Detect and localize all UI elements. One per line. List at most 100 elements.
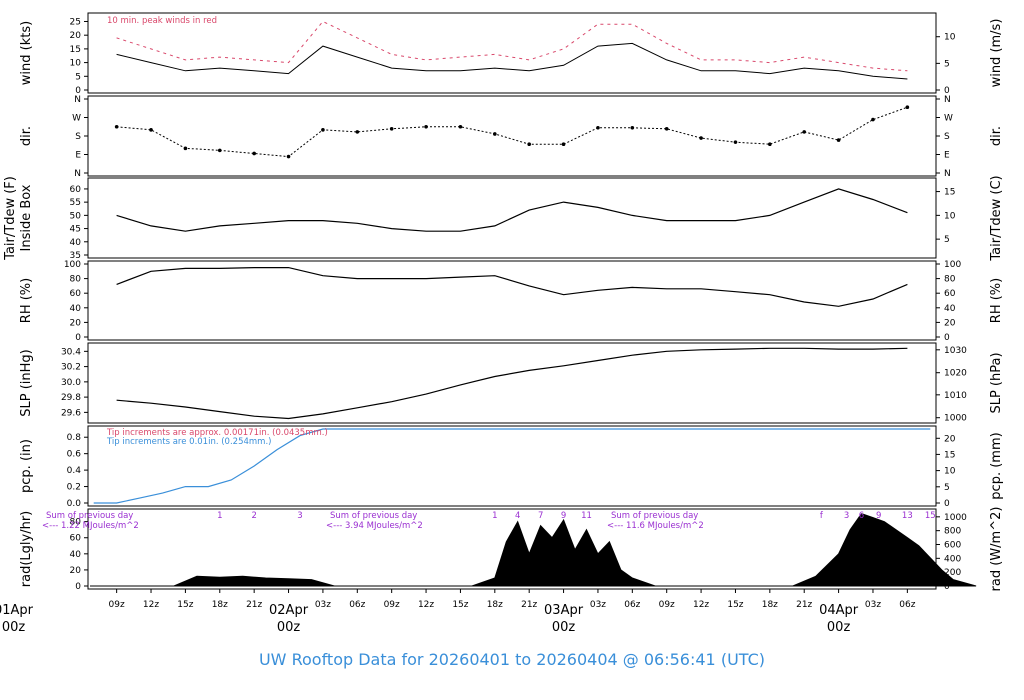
x-tick-label: 12z <box>418 600 434 610</box>
pressure-line <box>116 347 908 420</box>
panel-humidity: 0 20 40 60 80 100 0 20 40 60 80 100 RH (%) RH (%) <box>19 260 1004 343</box>
radiation-mark: 7 <box>538 511 543 521</box>
x-axis: 09z 12z 15z 18z 21z 03z 06z 09z 12z 15z 18z 21z 03z 0… <box>0 589 916 635</box>
humidity-y2tick-label: 40 <box>944 304 956 314</box>
direction-ylabel-right: dir. <box>989 126 1004 146</box>
x-tick-label: 15z <box>727 600 743 610</box>
x-tick-label: 09z <box>659 600 675 610</box>
direction-y2tick-label: N <box>944 95 951 105</box>
x-tick-label: 03z <box>590 600 606 610</box>
humidity-y2tick-label: 80 <box>944 275 956 285</box>
direction-point <box>458 124 463 129</box>
radiation-y2tick-label: 400 <box>944 554 961 564</box>
temperature-ytick-label: 40 <box>70 238 82 248</box>
x-tick-label: 09z <box>109 600 125 610</box>
x-tick-label: 18z <box>487 600 503 610</box>
radiation-mark: 15 <box>925 511 936 521</box>
temperature-ylabel-left-a: Tair/Tdew (F) <box>3 176 18 261</box>
radiation-y2tick-label: 200 <box>944 568 961 578</box>
radiation-y2tick-label: 0 <box>944 582 950 592</box>
wind-y2tick-label: 10 <box>944 33 956 43</box>
pressure-ylabel-right: SLP (hPa) <box>989 352 1004 413</box>
temperature-ytick-label: 45 <box>70 225 81 235</box>
radiation-mark: 6 <box>859 511 864 521</box>
x-day-label: 04Apr <box>819 603 859 618</box>
radiation-ylabel-right: rad (W/m^2) <box>989 507 1004 592</box>
pressure-ytick-label: 30.0 <box>61 378 81 388</box>
wind-ylabel-left: wind (kts) <box>19 21 34 85</box>
radiation-note-line1: Sum of previous day <box>330 511 417 521</box>
radiation-note-line2: <--- 3.94 MJoules/m^2 <box>326 521 423 531</box>
radiation-mark: 13 <box>902 511 913 521</box>
direction-trace <box>116 106 908 158</box>
x-tick-label: 09z <box>384 600 400 610</box>
precipitation-y2tick-label: 5 <box>944 483 950 493</box>
radiation-mark: 1 <box>492 511 497 521</box>
precip-annotation-blue: Tip increments are 0.01in. (0.254mm.) <box>106 437 271 447</box>
direction-point <box>252 151 256 156</box>
precipitation-y2tick-label: 0 <box>944 499 950 509</box>
panel-pressure: 29.6 29.8 30.0 30.2 30.4 1000 1010 1020 1030 SLP … <box>19 342 1004 424</box>
pressure-ytick-label: 29.8 <box>61 393 81 403</box>
wind-ytick-label: 25 <box>70 17 81 27</box>
humidity-ytick-label: 40 <box>70 304 82 314</box>
pressure-frame <box>87 342 937 424</box>
direction-y2tick-label: S <box>944 132 950 142</box>
humidity-y2tick-label: 20 <box>944 318 956 328</box>
precipitation-ytick-label: 0.4 <box>67 466 82 476</box>
wind-ytick-label: 5 <box>75 72 81 82</box>
direction-point <box>905 105 910 110</box>
direction-point <box>871 117 875 122</box>
radiation-mark: 1 <box>217 511 222 521</box>
wind-annotation: 10 min. peak winds in red <box>107 16 217 26</box>
direction-y2tick-label: W <box>944 114 953 124</box>
temperature-y2tick-label: 5 <box>944 235 950 245</box>
radiation-note-line1: Sum of previous day <box>611 511 698 521</box>
wind-series-1 <box>116 20 908 72</box>
direction-point <box>561 142 566 147</box>
x-tick-label: 21z <box>246 600 262 610</box>
temperature-ylabel-left: Inside Box <box>19 184 34 251</box>
humidity-ylabel-right: RH (%) <box>989 278 1004 323</box>
humidity-y2tick-label: 60 <box>944 289 956 299</box>
direction-ytick-label: E <box>75 151 81 161</box>
direction-ylabel-left: dir. <box>19 126 34 146</box>
x-day-sublabel: 00z <box>2 620 26 635</box>
precipitation-ytick-label: 0.2 <box>67 483 81 493</box>
pressure-ytick-label: 29.6 <box>61 408 81 418</box>
wind-y2tick-label: 5 <box>944 59 950 69</box>
direction-point <box>802 130 807 134</box>
radiation-note-line2: <--- 11.6 MJoules/m^2 <box>607 521 704 531</box>
temperature-ytick-label: 60 <box>70 185 82 195</box>
x-day-sublabel: 00z <box>552 620 576 635</box>
x-day-sublabel: 00z <box>277 620 301 635</box>
humidity-ytick-label: 80 <box>70 275 82 285</box>
x-tick-label: 21z <box>796 600 812 610</box>
x-day-sublabel: 00z <box>827 620 851 635</box>
direction-frame <box>87 95 937 177</box>
radiation-ytick-label: 40 <box>70 550 82 560</box>
humidity-frame <box>87 260 937 341</box>
temperature-ytick-label: 55 <box>70 198 81 208</box>
pressure-y2tick-label: 1000 <box>944 414 967 424</box>
wind-frame <box>87 12 937 94</box>
x-tick-label: 03z <box>865 600 881 610</box>
temperature-frame <box>87 177 937 259</box>
pressure-ylabel-left: SLP (inHg) <box>19 349 34 417</box>
temperature-ylabel-right: Tair/Tdew (C) <box>989 175 1004 261</box>
precipitation-ylabel-left: pcp. (in) <box>19 439 34 493</box>
radiation-mark: 3 <box>297 511 302 521</box>
temperature-ytick-label: 50 <box>70 211 82 221</box>
precipitation-frame <box>87 425 937 507</box>
radiation-mark: 3 <box>844 511 849 521</box>
wind-ytick-label: 0 <box>75 86 81 96</box>
wind-ytick-label: 20 <box>70 31 82 41</box>
panel-wind: 0 5 10 15 20 25 0 5 10 wind (kts) wind (m/s) 10 min… <box>19 12 1004 96</box>
direction-y2tick-label: N <box>944 169 951 179</box>
wind-ylabel-right: wind (m/s) <box>989 19 1004 88</box>
x-tick-label: 21z <box>521 600 537 610</box>
